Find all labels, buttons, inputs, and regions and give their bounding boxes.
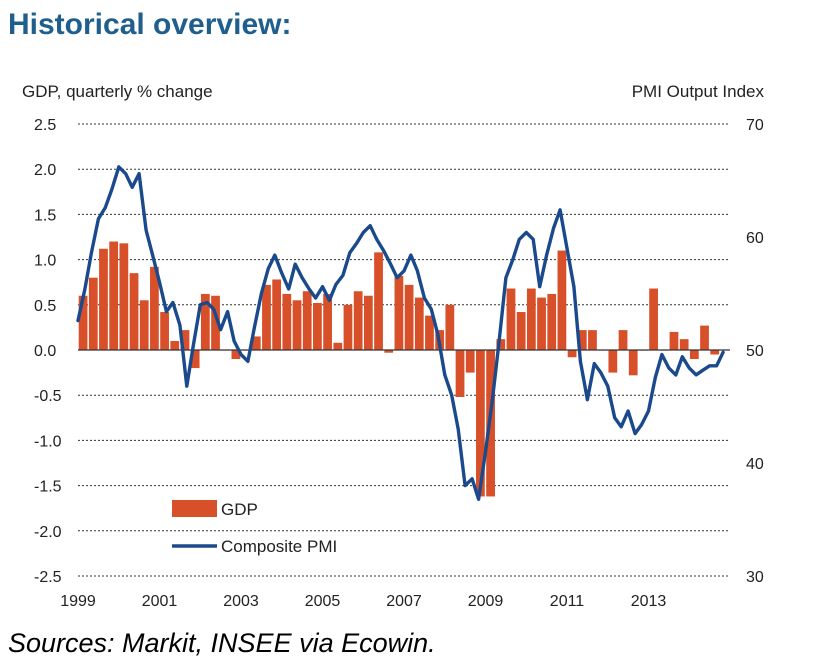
gdp-bar	[445, 304, 455, 350]
gdp-bar	[425, 315, 434, 350]
gdp-bar	[160, 312, 169, 350]
x-tick-label: 2011	[550, 593, 585, 610]
gdp-bar	[99, 248, 108, 350]
gdp-bar	[669, 331, 679, 350]
gdp-bar	[608, 350, 618, 373]
gdp-bar	[577, 330, 587, 350]
y-right-tick-label: 60	[746, 230, 764, 247]
gdp-bar	[404, 284, 414, 350]
gdp-bar	[313, 302, 322, 350]
page-title: Historical overview:	[8, 8, 292, 41]
y-left-tick-label: 1.5	[34, 207, 56, 224]
gdp-bar	[139, 300, 149, 350]
gdp-bar	[302, 291, 312, 350]
x-tick-label: 2009	[468, 593, 504, 610]
y-left-tick-label: 1.0	[34, 253, 56, 270]
gdp-bar	[547, 293, 557, 350]
gdp-bar	[292, 300, 302, 350]
x-tick-label: 2005	[305, 593, 341, 610]
gdp-bar	[455, 350, 465, 398]
gdp-bar	[231, 350, 241, 360]
gdp-bar	[679, 339, 689, 350]
gdp-bar	[211, 295, 220, 350]
gdp-bar	[109, 241, 119, 350]
gdp-bar	[333, 342, 343, 350]
x-tick-label: 2013	[631, 593, 667, 610]
grid-lines	[78, 123, 730, 577]
legend: GDP Composite PMI	[172, 500, 337, 556]
y-left-tick-label: 0.0	[34, 343, 56, 360]
x-tick-label: 2007	[386, 593, 422, 610]
gdp-bar	[465, 350, 475, 373]
gdp-bar	[689, 350, 699, 360]
gdp-bar	[588, 330, 597, 350]
gdp-bars	[78, 241, 720, 497]
gdp-bar	[363, 295, 373, 350]
y-left-tick-label: 2.0	[34, 162, 56, 179]
gdp-bar	[384, 350, 394, 353]
pmi-line	[76, 165, 725, 501]
y-left-tick-label: -1.5	[34, 479, 62, 496]
y-right-tick-label: 50	[746, 343, 764, 360]
gdp-bar	[323, 293, 332, 350]
gdp-bar	[516, 312, 526, 350]
legend-gdp-label: GDP	[221, 500, 258, 519]
gdp-bar	[496, 339, 506, 350]
gdp-bar	[710, 350, 720, 355]
y-left-tick-label: -2.5	[34, 569, 62, 586]
y-right-tick-label: 40	[746, 456, 764, 473]
pmi-line-layer	[76, 165, 725, 501]
gdp-bar	[476, 350, 485, 497]
gdp-bar	[618, 330, 628, 350]
y-right-tick-label: 30	[746, 569, 764, 586]
source-note: Sources: Markit, INSEE via Ecowin.	[8, 628, 436, 658]
gdp-bar	[170, 340, 180, 350]
gdp-bar	[119, 243, 129, 350]
y-right-axis-title: PMI Output Index	[632, 82, 765, 101]
y-left-tick-label: -1.0	[34, 433, 62, 450]
gdp-bar	[700, 325, 709, 350]
y-left-tick-label: -2.0	[34, 524, 62, 541]
gdp-bar	[251, 336, 261, 350]
y-left-tick-label: 2.5	[34, 117, 56, 134]
gdp-bar	[343, 304, 353, 350]
x-tick-label: 2001	[142, 593, 178, 610]
gdp-bar	[282, 293, 292, 350]
gdp-bar	[567, 350, 577, 358]
gdp-bar	[180, 330, 190, 350]
y-right-tick-label: 70	[746, 117, 764, 134]
gdp-bar	[526, 288, 536, 350]
gdp-bar	[200, 293, 210, 350]
gdp-bar	[129, 273, 139, 350]
gdp-bar	[88, 277, 98, 350]
y-left-tick-label: 0.5	[34, 298, 56, 315]
gdp-bar	[150, 266, 159, 350]
gdp-bar	[272, 279, 282, 350]
gdp-bar	[414, 297, 424, 350]
gdp-bar	[506, 288, 516, 350]
gdp-bar	[353, 291, 363, 350]
gdp-bar	[262, 284, 271, 350]
gdp-bar	[78, 295, 88, 350]
y-left-axis-title: GDP, quarterly % change	[22, 82, 213, 101]
gdp-bar	[190, 350, 200, 369]
x-tick-label: 2003	[223, 593, 259, 610]
axis-labels: 2.5 2.0 1.5 1.0 0.5 0.0 -0.5 -1.0 -1.5 -2.0 -2.5 70…	[22, 82, 764, 610]
gdp-bar	[374, 252, 383, 350]
gdp-bar	[649, 288, 658, 350]
y-left-tick-label: -0.5	[34, 388, 62, 405]
x-tick-label: 1999	[60, 593, 96, 610]
gdp-bar	[628, 350, 638, 376]
gdp-bar	[557, 250, 567, 350]
legend-gdp-swatch	[172, 500, 217, 517]
legend-pmi-label: Composite PMI	[221, 537, 337, 556]
gdp-bar	[537, 297, 546, 350]
gdp-bar	[394, 275, 404, 350]
